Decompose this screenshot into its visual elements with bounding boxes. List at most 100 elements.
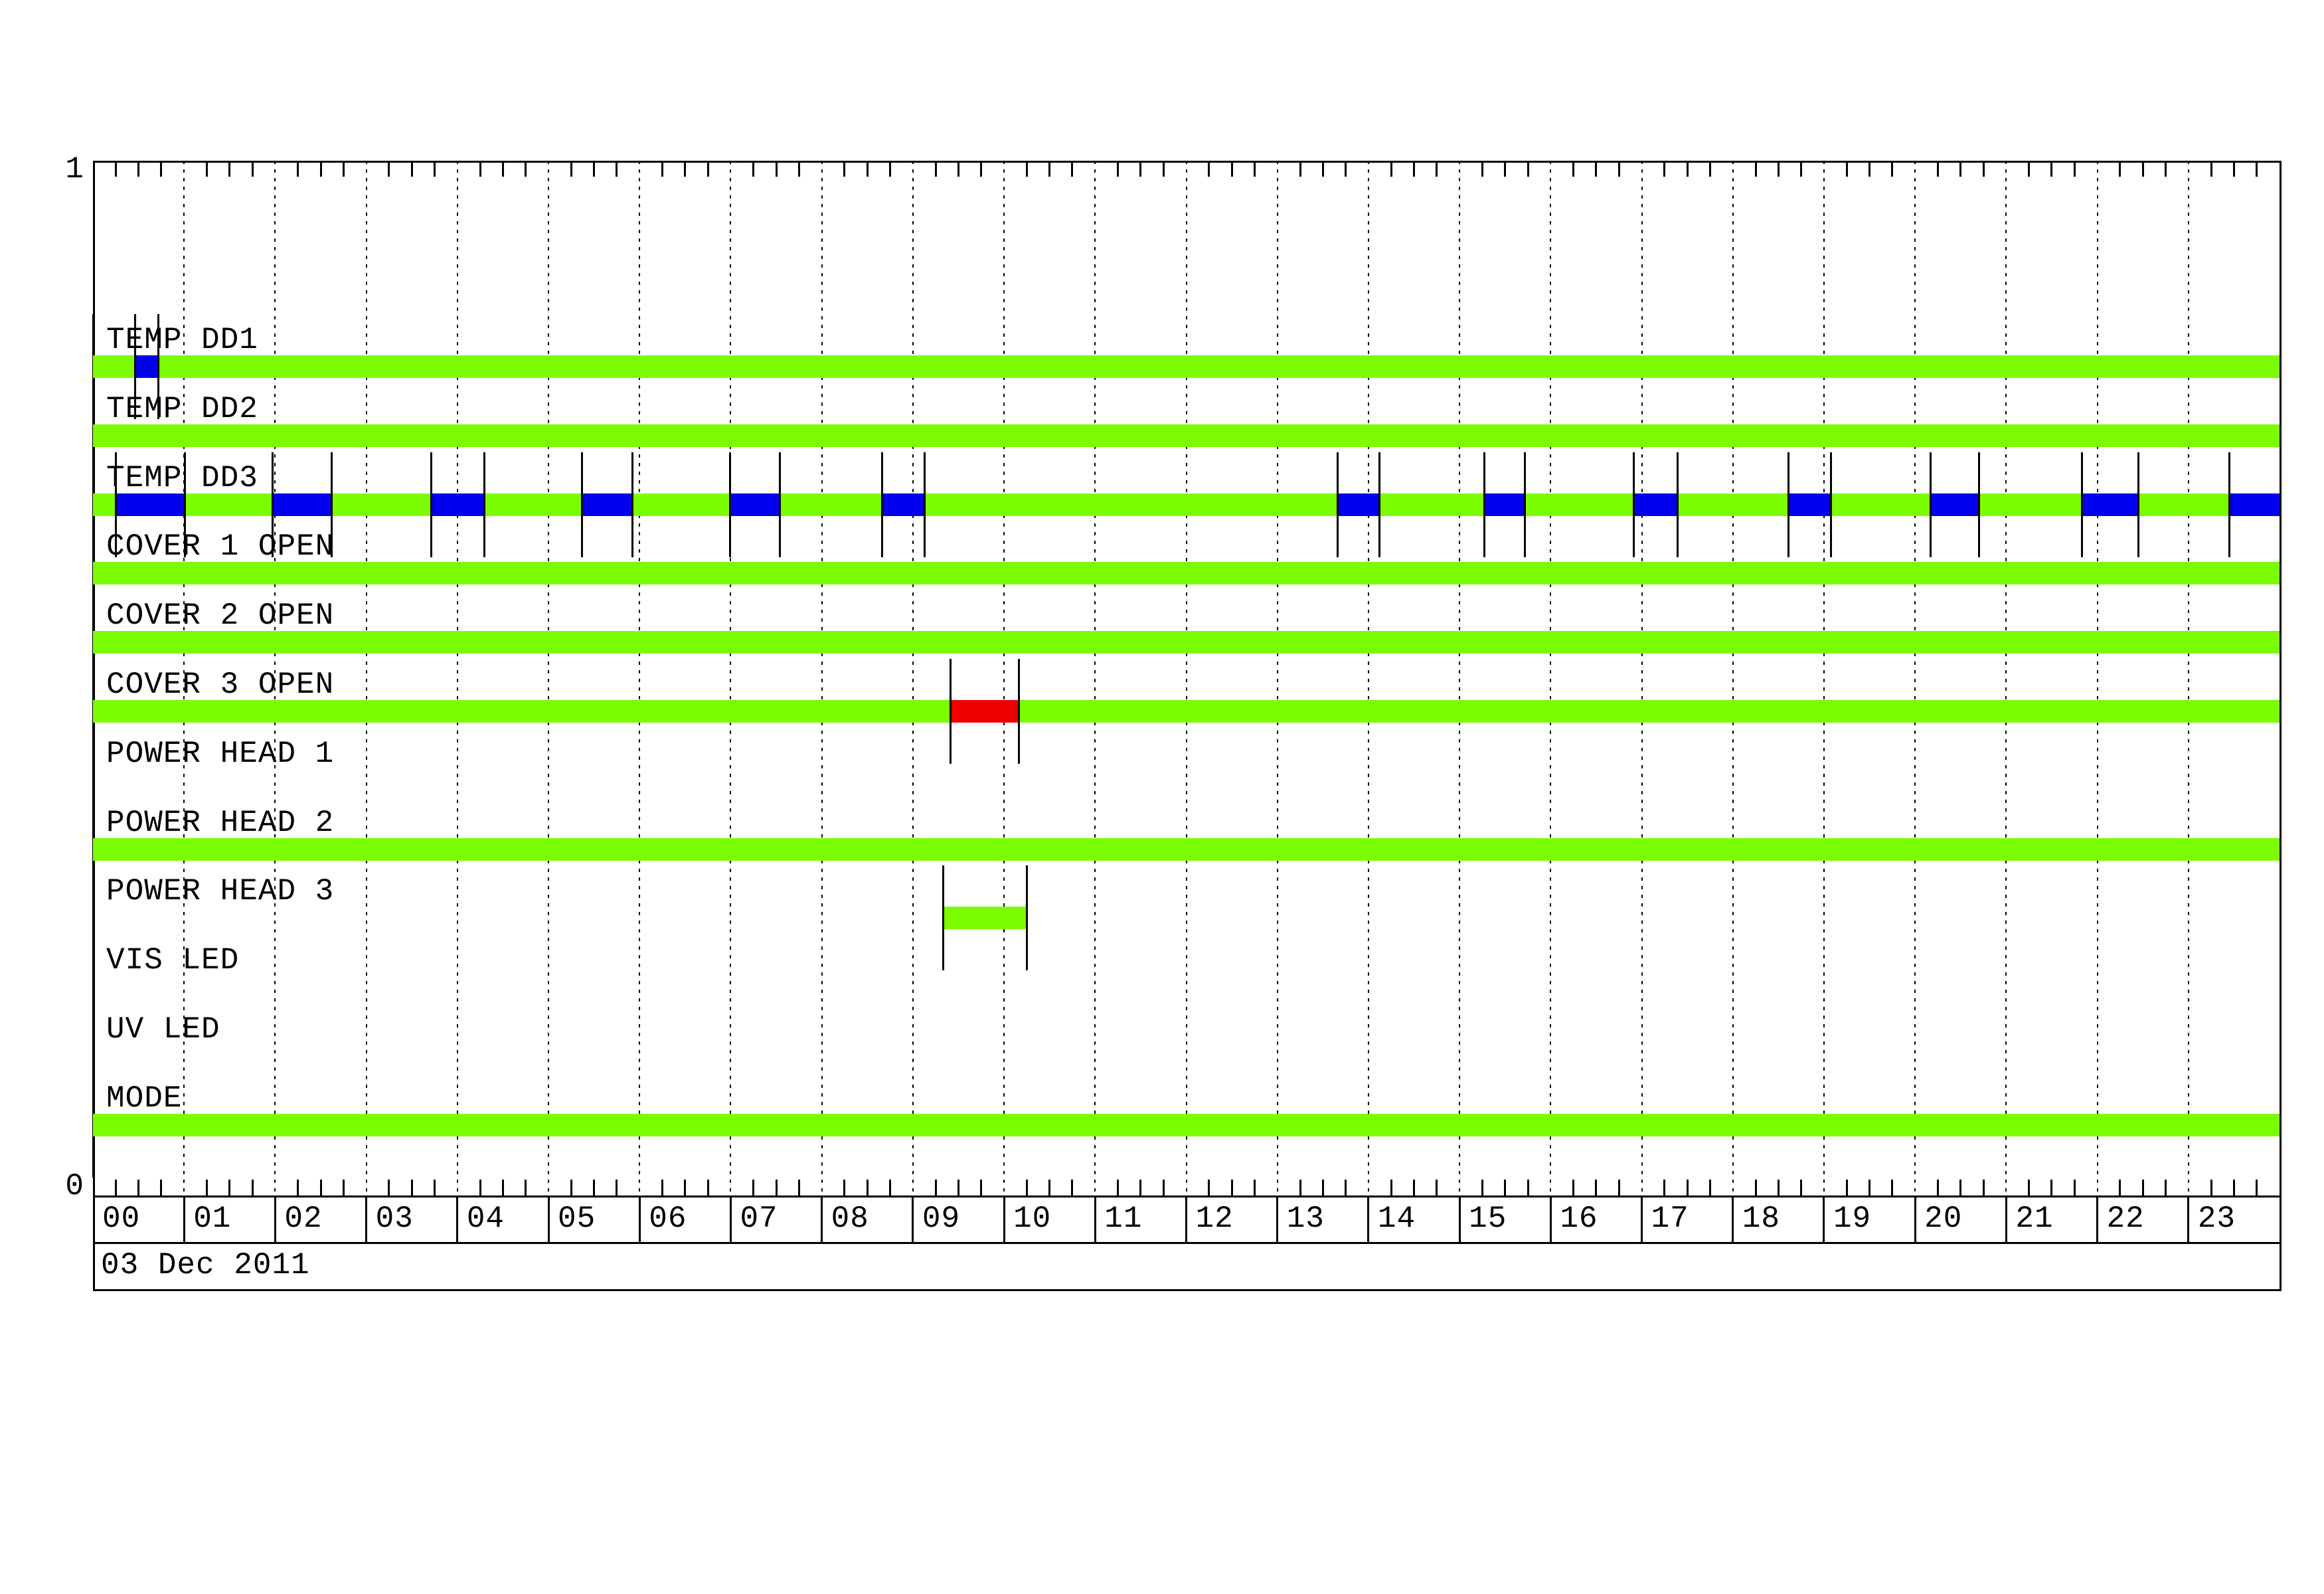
- minor-tick-bottom: [1800, 1180, 1803, 1196]
- minor-tick-bottom: [251, 1180, 254, 1196]
- flag-segment-blue: [1788, 493, 1831, 516]
- minor-tick-bottom: [1321, 1180, 1324, 1196]
- minor-tick-bottom: [297, 1180, 299, 1196]
- event-marker-line: [92, 934, 94, 1040]
- plot-border-right: [2280, 161, 2282, 1291]
- minor-tick-top: [661, 161, 664, 177]
- minor-tick-top: [228, 161, 231, 177]
- event-marker-line: [483, 452, 486, 557]
- event-marker-line: [924, 452, 926, 557]
- minor-tick-bottom: [934, 1180, 937, 1196]
- status-bar-on: [93, 1113, 2280, 1136]
- plot-border-left: [93, 161, 95, 1291]
- minor-tick-bottom: [1663, 1180, 1666, 1196]
- row-label: POWER HEAD 3: [106, 874, 335, 909]
- minor-tick-bottom: [1868, 1180, 1871, 1196]
- hour-label: 16: [1560, 1201, 1598, 1236]
- minor-tick-bottom: [2164, 1180, 2167, 1196]
- row-label: POWER HEAD 2: [106, 805, 335, 840]
- minor-tick-bottom: [525, 1180, 527, 1196]
- minor-tick-top: [1208, 161, 1210, 177]
- hour-cell-separator: [1549, 1196, 1552, 1242]
- hour-gridline: [456, 161, 458, 1196]
- flag-segment-blue: [135, 355, 159, 378]
- event-marker-line: [581, 452, 584, 557]
- minor-tick-top: [1230, 161, 1233, 177]
- hour-cell-separator: [1823, 1196, 1825, 1242]
- event-marker-line: [1676, 452, 1679, 557]
- minor-tick-top: [1891, 161, 1894, 177]
- status-bar-on: [943, 907, 1027, 930]
- minor-tick-top: [797, 161, 800, 177]
- minor-tick-top: [2256, 161, 2258, 177]
- hour-gridline: [1003, 161, 1005, 1196]
- minor-tick-bottom: [501, 1180, 504, 1196]
- minor-tick-top: [957, 161, 959, 177]
- minor-tick-bottom: [434, 1180, 436, 1196]
- flag-segment-blue: [2082, 493, 2139, 516]
- event-marker-line: [133, 314, 136, 419]
- status-bar-on: [93, 355, 2280, 378]
- row-label: TEMP DD2: [106, 391, 258, 426]
- minor-tick-bottom: [957, 1180, 959, 1196]
- minor-tick-bottom: [1845, 1180, 1848, 1196]
- hour-label: 04: [466, 1201, 505, 1236]
- hour-gridline: [365, 161, 367, 1196]
- minor-tick-bottom: [160, 1180, 163, 1196]
- row-label: COVER 1 OPEN: [106, 529, 335, 565]
- event-marker-line: [1929, 452, 1932, 557]
- event-marker-line: [728, 452, 731, 557]
- minor-tick-top: [1595, 161, 1598, 177]
- minor-tick-top: [2232, 161, 2235, 177]
- minor-tick-top: [1754, 161, 1757, 177]
- hour-gridline: [548, 161, 550, 1196]
- plot-border-top: [93, 161, 2282, 163]
- minor-tick-top: [706, 161, 709, 177]
- status-bar-on: [93, 631, 2280, 654]
- event-marker-line: [2080, 452, 2083, 557]
- hour-label: 20: [1924, 1201, 1963, 1236]
- hour-cell-separator: [456, 1196, 459, 1242]
- minor-tick-bottom: [706, 1180, 709, 1196]
- hour-gridline: [730, 161, 732, 1196]
- hour-label: 21: [2015, 1201, 2054, 1236]
- minor-tick-bottom: [797, 1180, 800, 1196]
- minor-tick-top: [684, 161, 687, 177]
- minor-tick-top: [206, 161, 208, 177]
- hour-cell-separator: [729, 1196, 732, 1242]
- minor-tick-top: [1048, 161, 1051, 177]
- hour-cell-separator: [1458, 1196, 1461, 1242]
- minor-tick-bottom: [1708, 1180, 1711, 1196]
- minor-tick-bottom: [570, 1180, 572, 1196]
- hour-gridline: [1185, 161, 1187, 1196]
- hour-label: 17: [1651, 1201, 1689, 1236]
- hour-label: 19: [1833, 1201, 1872, 1236]
- hour-cell-separator: [821, 1196, 823, 1242]
- event-marker-line: [1830, 452, 1833, 557]
- minor-tick-top: [1321, 161, 1324, 177]
- minor-tick-top: [1162, 161, 1165, 177]
- minor-tick-bottom: [2050, 1180, 2053, 1196]
- hour-cell-separator: [1003, 1196, 1005, 1242]
- minor-tick-top: [388, 161, 390, 177]
- hour-gridline: [2187, 161, 2189, 1196]
- flag-segment-blue: [730, 493, 780, 516]
- minor-tick-top: [297, 161, 299, 177]
- minor-tick-top: [980, 161, 983, 177]
- minor-tick-top: [1527, 161, 1529, 177]
- minor-tick-top: [2073, 161, 2076, 177]
- flag-segment-blue: [431, 493, 485, 516]
- minor-tick-bottom: [2256, 1180, 2258, 1196]
- minor-tick-top: [2164, 161, 2167, 177]
- row-label: TEMP DD1: [106, 323, 258, 357]
- hour-gridline: [821, 161, 823, 1196]
- minor-tick-top: [410, 161, 413, 177]
- minor-tick-top: [1117, 161, 1120, 177]
- minor-tick-top: [1504, 161, 1507, 177]
- minor-tick-bottom: [1959, 1180, 1962, 1196]
- row-label: COVER 2 OPEN: [106, 598, 335, 634]
- minor-tick-top: [775, 161, 778, 177]
- hour-gridline: [1459, 161, 1461, 1196]
- minor-tick-top: [1708, 161, 1711, 177]
- hour-cell-separator: [183, 1196, 185, 1242]
